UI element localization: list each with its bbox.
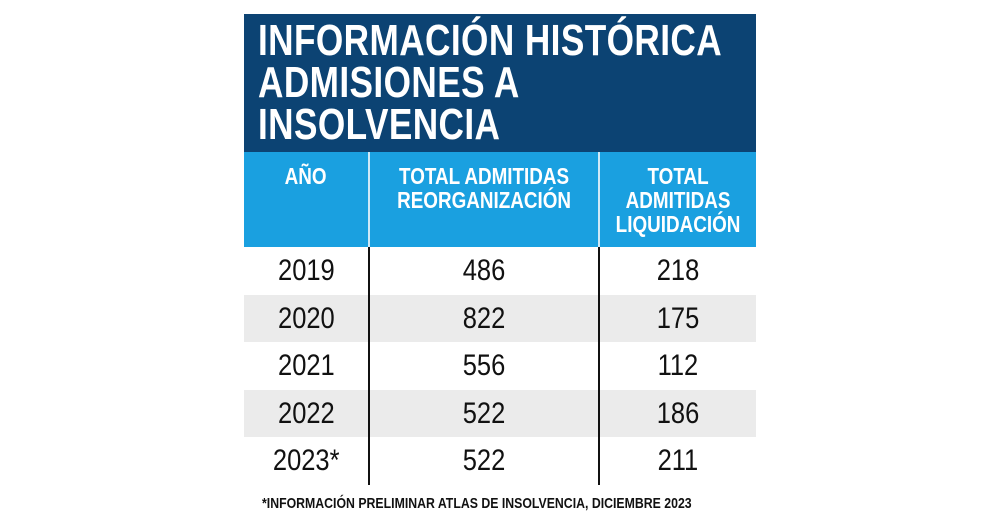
table-row: 2021 556 112 (244, 342, 756, 390)
table-row: 2019 486 218 (244, 247, 756, 295)
header-row: AÑO TOTAL ADMITIDAS REORGANIZACIÓN TOTAL… (244, 152, 756, 247)
cell-year: 2022 (277, 396, 335, 430)
cell-liquidacion: 211 (598, 437, 756, 485)
cell-reorganizacion: 556 (368, 342, 598, 390)
cell-reorganizacion: 486 (368, 247, 598, 295)
table-body: 2019 486 218 2020 822 175 2021 556 112 2022 522 186… (244, 247, 756, 485)
table-row: 2023* 522 211 (244, 437, 756, 485)
cell-liquidacion: 112 (598, 342, 756, 390)
cell-year: 2020 (277, 301, 335, 335)
cell-year: 2023* (272, 444, 340, 478)
cell-reorganizacion: 822 (368, 294, 598, 343)
table-row: 2020 822 175 (244, 294, 756, 343)
title-line: INSOLVENCIA (258, 100, 501, 149)
cell-liquidacion: 175 (598, 294, 756, 343)
cell-reorganizacion: 522 (368, 389, 598, 438)
table-row: 2022 522 186 (244, 389, 756, 438)
header-year: AÑO (285, 163, 327, 189)
header-reorganizacion: TOTAL ADMITIDAS REORGANIZACIÓN (368, 152, 598, 247)
cell-reorganizacion: 522 (368, 437, 598, 485)
cell-liquidacion: 186 (598, 389, 756, 438)
cell-year: 2021 (277, 349, 335, 383)
header-liquidacion: TOTAL ADMITIDAS LIQUIDACIÓN (598, 152, 756, 247)
insolvency-table: INFORMACIÓN HISTÓRICA ADMISIONES A INSOL… (244, 14, 756, 485)
table-title: INFORMACIÓN HISTÓRICA ADMISIONES A INSOL… (244, 14, 756, 152)
footnote: *INFORMACIÓN PRELIMINAR ATLAS DE INSOLVE… (262, 495, 692, 512)
cell-year: 2019 (277, 254, 335, 287)
title-line: INFORMACIÓN HISTÓRICA (258, 16, 723, 65)
title-line: ADMISIONES A (258, 58, 520, 107)
cell-liquidacion: 218 (598, 247, 756, 295)
